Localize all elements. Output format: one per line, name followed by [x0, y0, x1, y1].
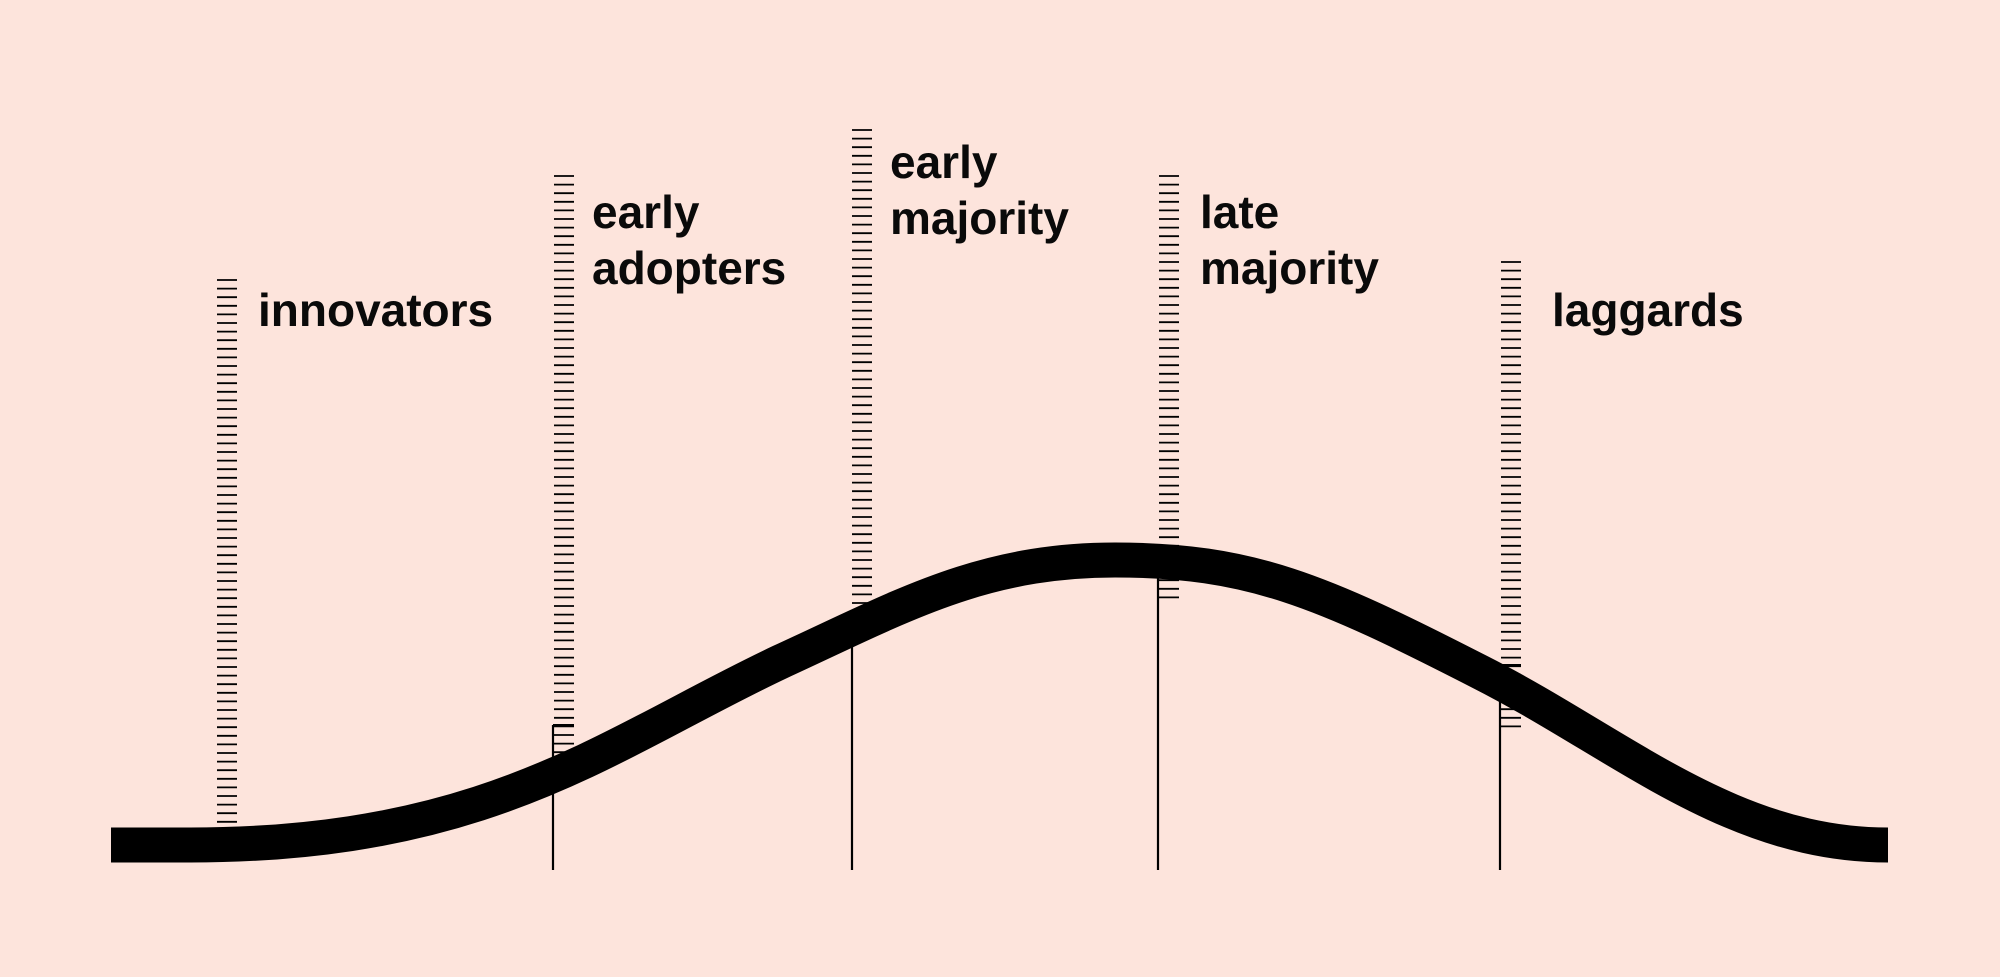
label-line: majority	[1200, 242, 1379, 294]
label-laggards: laggards	[1552, 284, 1744, 336]
ladder-early-adopters	[554, 175, 574, 754]
label-late-majority: late majority	[1200, 186, 1379, 294]
label-early-majority: early majority	[890, 136, 1069, 244]
ladder-laggards	[1501, 261, 1521, 728]
ladder-late-majority	[1159, 175, 1179, 599]
label-line: majority	[890, 192, 1069, 244]
label-line: innovators	[258, 284, 493, 336]
bell-curve	[111, 542, 1889, 863]
label-line: laggards	[1552, 284, 1744, 336]
ladder-innovators	[217, 279, 237, 823]
ladder-early-majority	[852, 129, 872, 630]
label-line: adopters	[592, 242, 786, 294]
label-early-adopters: early adopters	[592, 186, 786, 294]
label-line: late	[1200, 186, 1279, 238]
label-line: early	[592, 186, 700, 238]
label-line: early	[890, 136, 998, 188]
segment-ladders	[217, 129, 1521, 823]
label-innovators: innovators	[258, 284, 493, 336]
